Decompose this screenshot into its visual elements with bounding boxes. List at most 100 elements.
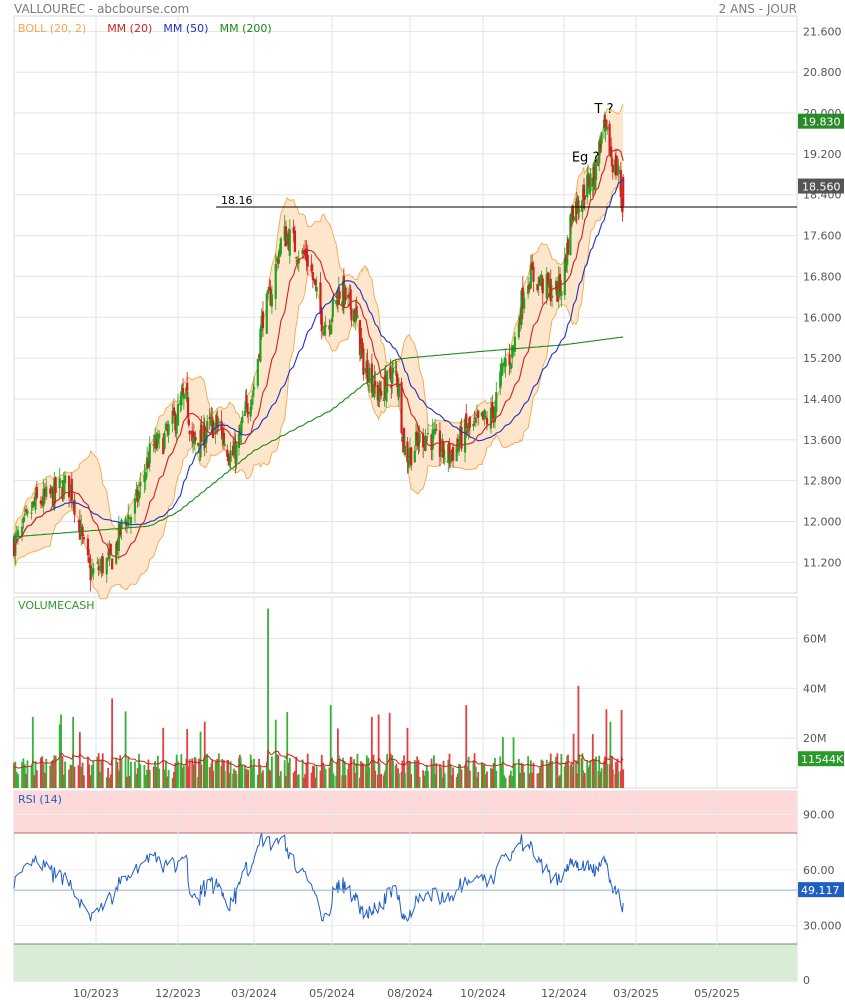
candle-body xyxy=(338,291,341,299)
candle-body xyxy=(222,432,226,444)
volume-bar xyxy=(73,766,76,788)
volume-bar xyxy=(21,762,23,788)
volume-bar xyxy=(173,771,175,788)
candle-body xyxy=(376,385,379,401)
candle-body xyxy=(321,332,325,334)
volume-bar xyxy=(416,756,419,788)
volume-bar xyxy=(144,775,147,788)
rsi-tick-label: 30.000 xyxy=(803,920,842,933)
candle-body xyxy=(565,262,568,268)
volume-bar xyxy=(120,758,123,788)
volume-bar xyxy=(239,757,242,788)
volume-bar xyxy=(116,761,119,788)
candle-body xyxy=(361,345,364,347)
volume-bar xyxy=(449,764,452,788)
volume-bar xyxy=(591,734,594,788)
volume-bar xyxy=(474,766,477,788)
candle-body xyxy=(34,492,37,510)
candle-body xyxy=(605,120,608,128)
candle-body xyxy=(483,410,486,420)
volume-bar xyxy=(467,756,470,788)
mm200-line xyxy=(13,336,624,538)
x-tick-label: 08/2024 xyxy=(387,987,433,1000)
x-tick-label: 10/2024 xyxy=(460,987,506,1000)
candle-body xyxy=(484,416,487,418)
price-tick-label: 11.200 xyxy=(803,556,842,569)
candle-body xyxy=(244,400,247,410)
candle-body xyxy=(500,363,503,376)
candle-body xyxy=(119,524,122,536)
candle-body xyxy=(186,382,189,392)
volume-bar xyxy=(292,772,295,788)
candle-body xyxy=(174,413,177,431)
candle-body xyxy=(181,393,184,397)
candle-body xyxy=(603,114,606,129)
candle-body xyxy=(143,474,146,483)
volume-average-line xyxy=(13,749,624,769)
volume-bar xyxy=(283,760,286,788)
volume-bar xyxy=(556,753,559,788)
volume-bar xyxy=(406,727,409,788)
candle-body xyxy=(315,287,318,292)
candle-body xyxy=(62,479,65,500)
volume-bar xyxy=(271,756,273,788)
candle-body xyxy=(33,501,36,505)
candle-body xyxy=(442,441,445,458)
candle-body xyxy=(394,367,397,369)
volume-bar xyxy=(536,773,539,788)
candle-body xyxy=(15,533,18,535)
candle-body xyxy=(511,345,514,359)
volume-bar xyxy=(490,767,492,788)
candle-body xyxy=(456,439,459,446)
candle-body xyxy=(210,416,213,427)
volume-bar xyxy=(218,753,220,788)
candle-body xyxy=(68,475,71,498)
volume-bar xyxy=(156,755,159,788)
volume-bar xyxy=(166,776,169,788)
volume-bar xyxy=(268,769,271,788)
candle-body xyxy=(578,209,581,212)
chart-period-label: 2 ANS - JOUR xyxy=(718,2,797,16)
candle-body xyxy=(268,287,271,291)
volume-bar xyxy=(433,755,435,788)
candle-body xyxy=(397,385,401,398)
candle-body xyxy=(366,360,369,383)
candle-body xyxy=(30,512,33,514)
volume-bar xyxy=(424,771,427,788)
candle-body xyxy=(350,308,353,321)
volume-bar xyxy=(319,770,322,788)
volume-bar xyxy=(297,774,300,788)
legend-item: MM (200) xyxy=(220,22,272,35)
volume-bar xyxy=(301,759,304,788)
volume-bar xyxy=(13,762,15,788)
candle-body xyxy=(106,552,110,554)
price-tick-label: 19.200 xyxy=(803,148,842,161)
candle-body xyxy=(475,414,479,417)
candle-body xyxy=(520,290,523,325)
volume-bar xyxy=(511,775,514,788)
volume-bar xyxy=(62,774,65,788)
volume-bar xyxy=(356,753,359,788)
candle-body xyxy=(599,144,602,148)
candle-body xyxy=(593,166,596,185)
volume-bar xyxy=(35,770,38,788)
candle-body xyxy=(78,519,81,540)
candle-body xyxy=(82,537,86,540)
volume-bar xyxy=(310,772,313,788)
candle-body xyxy=(164,423,168,431)
candle-body xyxy=(349,289,352,310)
volume-bar xyxy=(14,761,17,788)
candle-body xyxy=(139,481,142,487)
candle-body xyxy=(610,159,614,162)
candle-body xyxy=(50,486,53,489)
candle-body xyxy=(385,386,388,401)
price-tick-label: 16.000 xyxy=(803,311,842,324)
candle-body xyxy=(77,520,80,523)
volume-bar xyxy=(545,759,548,788)
candle-body xyxy=(529,264,532,289)
volume-bar xyxy=(448,753,451,788)
candle-body xyxy=(90,568,94,576)
volume-bar xyxy=(560,753,563,788)
candle-body xyxy=(386,370,389,393)
candle-body xyxy=(368,367,371,384)
